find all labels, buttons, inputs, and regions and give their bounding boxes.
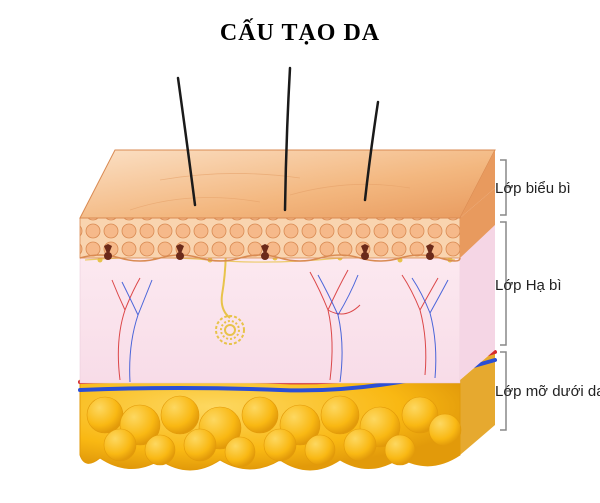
label-dermis: Lớp Hạ bì: [495, 277, 562, 294]
skin-svg: [30, 60, 570, 490]
label-epidermis: Lớp biểu bì: [495, 180, 571, 197]
skin-surface: [80, 150, 495, 218]
label-hypodermis: Lớp mỡ dưới da: [495, 383, 600, 400]
diagram-title: CẤU TẠO DA: [0, 20, 600, 47]
skin-diagram: [30, 60, 570, 490]
